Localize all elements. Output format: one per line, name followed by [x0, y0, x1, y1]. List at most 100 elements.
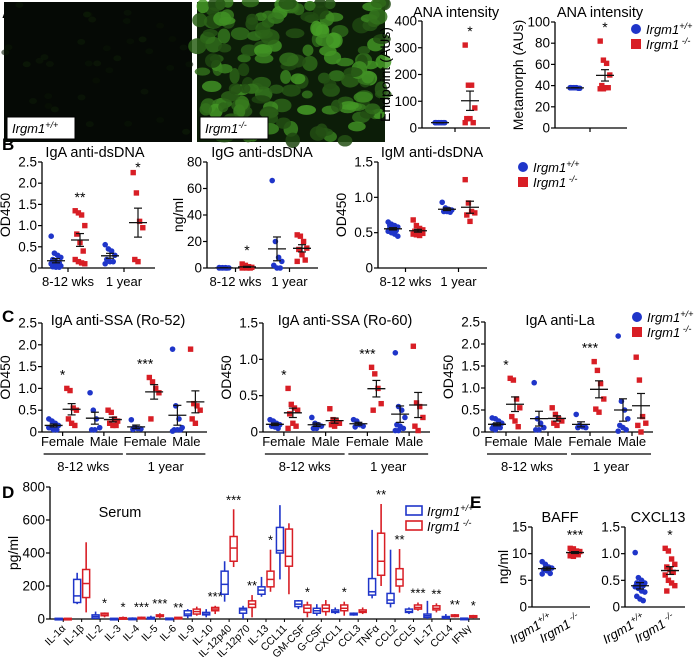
y-tick-label: 80 — [187, 155, 202, 170]
cell — [188, 38, 207, 55]
cell — [230, 27, 250, 41]
y-tick-label: 100 — [394, 94, 417, 109]
genotype-base: Irgm1 — [646, 22, 679, 37]
data-point-wt — [275, 425, 281, 432]
y-axis-label: OD450 — [440, 355, 456, 400]
box-ko — [450, 614, 460, 618]
data-point-ko — [596, 409, 602, 415]
chart-title: IgA anti-La — [525, 313, 595, 329]
data-point-ko — [294, 407, 301, 413]
data-point-ko — [417, 403, 423, 410]
category-group-label: 8-12 wks — [57, 459, 110, 474]
significance-stars: *** — [359, 345, 376, 361]
data-point-ko — [662, 545, 668, 552]
data-point-ko — [146, 374, 153, 381]
data-point-ko — [552, 411, 559, 418]
data-point-ko — [633, 354, 639, 360]
y-tick-label: 0 — [37, 612, 45, 627]
y-tick-label: 200 — [22, 579, 45, 594]
chart-B-IgG: 0 20 40 60 80 ng/ml IgG anti-dsDNA 8-12 wks * 1 y… — [170, 145, 318, 289]
y-tick-label: 1.0 — [18, 381, 37, 396]
legend-label-ko: Irgm1 -/- — [533, 174, 577, 190]
cell — [309, 126, 327, 141]
data-point-ko — [549, 405, 555, 411]
box-ko — [137, 616, 146, 620]
cell — [126, 38, 135, 45]
cell — [182, 128, 191, 135]
significance-stars: * — [244, 242, 250, 258]
significance-stars: * — [503, 356, 509, 372]
cell — [337, 135, 353, 147]
x-tick-label: 8-12 wks — [42, 274, 95, 289]
data-point-ko — [288, 401, 294, 408]
x-tick-label: 1 year — [440, 274, 477, 289]
box-ko — [266, 549, 275, 592]
data-point-ko — [567, 553, 573, 559]
cell — [88, 16, 97, 23]
category-group-label: 8-12 wks — [279, 459, 332, 474]
cell — [218, 43, 232, 53]
box-wt — [404, 607, 414, 615]
cell — [319, 45, 337, 57]
cell — [324, 0, 336, 10]
legend-c: Irgm1+/+Irgm1 -/- — [632, 309, 693, 340]
data-point-ko — [517, 405, 523, 411]
x-tick-label: Female — [346, 434, 389, 449]
data-point-wt — [90, 407, 97, 414]
genotype-superscript: +/+ — [45, 120, 58, 130]
data-point-ko — [470, 119, 476, 126]
cell — [285, 28, 305, 39]
cell — [124, 120, 133, 127]
data-point-ko — [416, 225, 423, 232]
data-point-ko — [149, 379, 156, 385]
legend-square-icon — [518, 177, 528, 187]
cell — [325, 12, 344, 22]
genotype-base: Irgm1 — [647, 310, 680, 325]
data-point-wt — [277, 265, 284, 271]
data-point-ko — [668, 556, 675, 562]
y-tick-label: 1.5 — [18, 197, 37, 212]
y-tick-label: 2.5 — [461, 315, 480, 330]
data-point-ko — [665, 577, 672, 584]
data-point-ko — [300, 238, 307, 245]
genotype-base: Irgm1 — [533, 160, 566, 175]
cell — [276, 117, 292, 129]
data-point-wt — [169, 428, 176, 434]
box-wt — [201, 609, 211, 618]
data-point-wt — [48, 260, 54, 267]
cell — [40, 54, 49, 61]
cell — [375, 54, 392, 70]
cell — [279, 52, 299, 67]
data-point-ko — [108, 409, 114, 416]
data-point-ko — [75, 210, 82, 216]
cell — [255, 21, 271, 38]
significance-stars: ** — [247, 578, 257, 593]
legend-label-wt: Irgm1+/+ — [646, 21, 692, 37]
cell — [45, 61, 54, 68]
y-axis-label: Endpoint (AUs) — [377, 27, 393, 122]
box-ko — [118, 616, 128, 620]
y-tick-label: 800 — [22, 480, 45, 495]
legend-label-ko: Irgm1 -/- — [647, 324, 691, 340]
box-wt — [275, 505, 285, 580]
y-tick-label: 5 — [519, 573, 527, 588]
chart-B-IgA: 0 0.5 1.0 1.5 2.0 2.5 OD450 IgA anti-dsDNA 8-12 … — [0, 145, 155, 289]
data-point-wt — [128, 416, 135, 423]
box-wt — [386, 549, 395, 608]
panel-label: C — [2, 307, 14, 326]
data-point-ko — [643, 420, 649, 426]
cell — [218, 102, 229, 113]
data-point-ko — [413, 400, 420, 406]
cell — [166, 64, 175, 71]
category-group-label: 1 year — [370, 459, 407, 474]
data-point-wt — [547, 570, 553, 577]
significance-stars: * — [135, 159, 141, 175]
data-point-ko — [639, 413, 646, 420]
cell — [204, 53, 221, 68]
cell — [290, 73, 306, 85]
significance-stars: * — [467, 23, 473, 39]
data-point-wt — [395, 233, 401, 239]
y-tick-label: 0 — [194, 261, 202, 276]
data-point-ko — [509, 413, 515, 420]
